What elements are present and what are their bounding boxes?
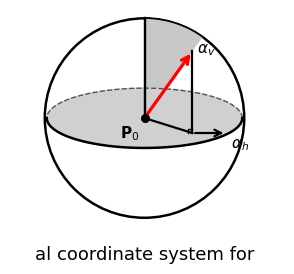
Polygon shape xyxy=(145,18,203,118)
Text: $\mathbf{P}_0$: $\mathbf{P}_0$ xyxy=(120,124,140,143)
Text: $\alpha_v$: $\alpha_v$ xyxy=(197,42,216,58)
Polygon shape xyxy=(47,88,242,148)
Circle shape xyxy=(45,18,244,218)
Text: $\alpha_h$: $\alpha_h$ xyxy=(231,137,249,153)
Text: al coordinate system for: al coordinate system for xyxy=(35,246,254,264)
